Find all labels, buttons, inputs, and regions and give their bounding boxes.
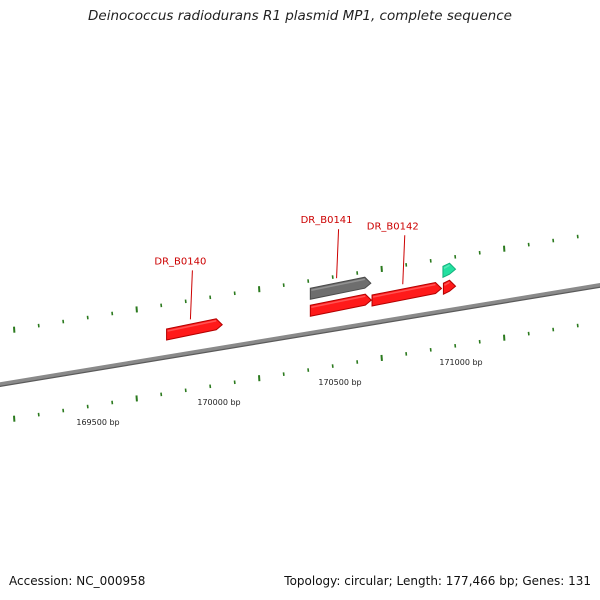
scale-label: 170500 bp	[318, 378, 361, 387]
gene-label-leader	[189, 270, 193, 320]
scale-label: 169500 bp	[76, 418, 119, 427]
gene-highlight	[311, 278, 365, 291]
gene-arrow-dr_b0142	[371, 281, 443, 307]
gene-highlight	[167, 320, 217, 332]
gene-highlight	[311, 295, 366, 308]
gene-arrow	[442, 279, 457, 296]
gene-label-dr_b0141: DR_B0141	[301, 215, 353, 226]
map-title: Deinococcus radiodurans R1 plasmid MP1, …	[88, 8, 512, 24]
summary-text: Topology: circular; Length: 177,466 bp; …	[284, 574, 591, 588]
gene-highlight	[444, 281, 450, 286]
gene-arrow	[309, 293, 373, 317]
gene-arrow	[442, 262, 457, 279]
gene-label-dr_b0140: DR_B0140	[154, 256, 206, 267]
scale-label: 170000 bp	[197, 398, 240, 407]
scale-label: 171000 bp	[439, 358, 482, 367]
gene-label-leader	[402, 235, 406, 285]
backbone-line	[0, 283, 600, 386]
gene-arrow-dr_b0141	[309, 276, 372, 300]
gene-arrow-dr_b0140	[166, 318, 223, 341]
backbone-shadow	[0, 285, 600, 388]
gene-highlight	[372, 283, 436, 298]
gene-label-dr_b0142: DR_B0142	[367, 221, 419, 232]
gene-label-leader	[336, 229, 340, 279]
accession-text: Accession: NC_000958	[9, 574, 146, 588]
gene-highlight	[443, 264, 450, 269]
